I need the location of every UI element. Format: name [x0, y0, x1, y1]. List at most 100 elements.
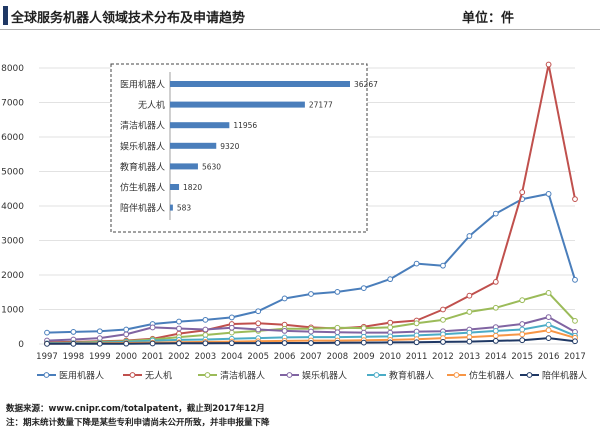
data-point: [70, 329, 77, 335]
inset-bar-label: 清洁机器人: [120, 120, 165, 132]
data-point: [492, 304, 499, 311]
inset-bar: [170, 101, 305, 108]
inset-bar: [170, 163, 198, 170]
x-tick-label: 1998: [63, 352, 85, 362]
y-tick-label: 2000: [1, 271, 24, 281]
trend-chart: 0 1000 2000 3000 4000 5000 6000 7000 8000 1997 199…: [1, 61, 587, 382]
data-point: [228, 329, 235, 336]
data-point: [519, 321, 526, 327]
data-point: [255, 326, 262, 333]
data-point: [202, 340, 209, 347]
data-point: [440, 262, 446, 269]
inset-bar-label: 陪伴机器人: [120, 202, 165, 214]
data-point: [360, 339, 367, 346]
data-point: [149, 340, 156, 347]
data-point: [519, 337, 526, 344]
x-tick-label: 2008: [327, 352, 349, 362]
legend-label: 无人机: [145, 370, 172, 382]
data-point: [308, 340, 314, 346]
data-point: [96, 340, 103, 347]
data-point: [466, 309, 473, 315]
inset-bar: [170, 184, 180, 190]
source-note: 数据来源：www.cnipr.com/totalpatent，截止到2017年1…: [6, 404, 265, 414]
data-point: [545, 290, 552, 296]
legend-marker: [526, 372, 533, 378]
inset-bar-value: 5630: [202, 162, 221, 171]
data-point: [176, 340, 182, 347]
inset-bar-value: 27177: [309, 101, 333, 110]
data-point: [202, 316, 209, 323]
legend-label: 教育机器人: [389, 370, 434, 382]
x-tick-label: 2001: [142, 352, 164, 362]
x-tick-label: 2010: [379, 352, 401, 362]
inset-bar-label: 娱乐机器人: [120, 140, 165, 152]
y-tick-label: 5000: [1, 168, 24, 178]
data-point: [545, 191, 552, 197]
title-bar: 全球服务机器人领域技术分布及申请趋势 单位：件: [0, 0, 600, 30]
data-point: [176, 325, 182, 332]
inset-bar: [170, 81, 350, 87]
data-point: [519, 331, 526, 338]
data-point: [387, 319, 394, 326]
data-point: [545, 321, 552, 328]
data-point: [387, 324, 394, 331]
footnote: 注：期末统计数量下降是某些专利申请尚未公开所致，并非申报量下降: [6, 418, 270, 428]
legend-label: 清洁机器人: [220, 370, 265, 382]
data-point: [255, 320, 262, 327]
data-point: [466, 233, 473, 239]
data-point: [492, 327, 499, 334]
y-tick-label: 8000: [1, 64, 24, 74]
data-point: [96, 328, 103, 335]
inset-frame: [110, 63, 368, 233]
legend-label: 仿生机器人: [469, 370, 514, 382]
data-point: [466, 292, 473, 299]
x-tick-label: 2017: [564, 352, 586, 362]
inset-bar-label: 教育机器人: [120, 161, 165, 173]
inset-bar: [170, 204, 173, 211]
inset-bar-label: 医用机器人: [120, 79, 165, 91]
data-point: [519, 326, 526, 333]
data-point: [545, 327, 552, 334]
data-point: [334, 339, 341, 346]
x-tick-label: 2013: [459, 352, 481, 362]
x-tick-label: 2006: [274, 352, 296, 362]
data-point: [228, 340, 235, 347]
data-point: [572, 196, 578, 203]
data-point: [572, 338, 578, 345]
data-point: [387, 339, 394, 346]
data-point: [545, 335, 552, 342]
data-point: [360, 285, 367, 292]
title-divider: [0, 29, 600, 30]
data-point: [308, 291, 314, 297]
inset-bar: [170, 122, 230, 129]
x-tick-label: 2009: [353, 352, 375, 362]
legend-label: 医用机器人: [59, 370, 104, 382]
x-tick-label: 2005: [247, 352, 269, 362]
legend-label: 娱乐机器人: [302, 370, 347, 382]
data-point: [440, 339, 446, 345]
data-point: [44, 329, 50, 336]
data-point: [492, 210, 499, 217]
x-tick-label: 2015: [511, 352, 533, 362]
inset-bar-value: 9320: [220, 142, 239, 151]
data-point: [281, 340, 288, 346]
data-point: [572, 276, 578, 283]
data-point: [519, 297, 526, 304]
data-point: [492, 332, 499, 339]
x-tick-label: 2004: [221, 352, 243, 362]
x-tick-label: 2000: [115, 352, 137, 362]
data-point: [123, 326, 130, 333]
x-tick-label: 2003: [195, 352, 217, 362]
x-tick-label: 2011: [406, 352, 428, 362]
title-accent-bar: [3, 6, 8, 25]
data-point: [308, 328, 314, 335]
legend-label: 陪伴机器人: [542, 370, 587, 382]
chart-title: 全球服务机器人领域技术分布及申请趋势: [11, 11, 246, 26]
inset-bar-label: 仿生机器人: [120, 182, 165, 194]
x-tick-label: 2016: [538, 352, 560, 362]
y-tick-label: 0: [18, 340, 24, 350]
data-point: [413, 320, 420, 327]
legend-marker: [373, 372, 380, 378]
x-tick-label: 2012: [432, 352, 454, 362]
data-point: [387, 276, 394, 283]
